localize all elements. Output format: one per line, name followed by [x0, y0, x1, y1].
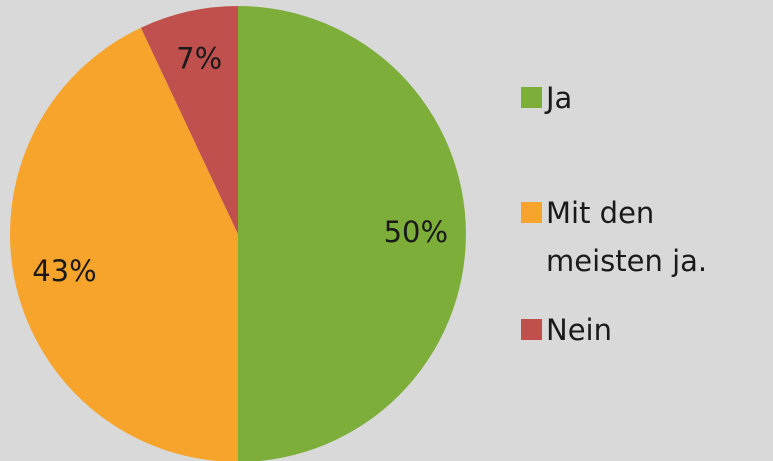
data-label: 7%	[176, 41, 222, 75]
legend-swatch	[521, 319, 542, 340]
data-label: 43%	[32, 254, 96, 288]
pie-slice	[238, 6, 466, 461]
pie-slice	[10, 27, 238, 461]
legend-item: Nein	[521, 306, 761, 354]
legend-label: Mit den meisten ja.	[546, 196, 708, 278]
data-label: 50%	[384, 215, 448, 249]
legend-item: Mit den meisten ja.	[521, 189, 761, 285]
pie-slice	[140, 6, 238, 234]
legend-label: Nein	[546, 313, 612, 347]
legend-item: Ja	[521, 74, 761, 122]
legend-label: Ja	[546, 81, 573, 115]
legend-swatch	[521, 87, 542, 108]
legend-swatch	[521, 202, 542, 223]
